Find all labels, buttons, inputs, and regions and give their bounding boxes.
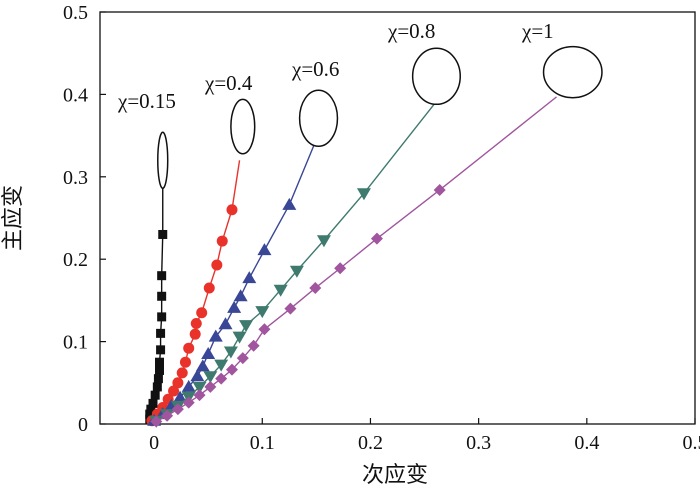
series-4: χ=1 (150, 19, 603, 428)
data-point-diamond (193, 389, 206, 402)
series-0: χ=0.15 (117, 89, 176, 424)
data-point-square (148, 398, 158, 408)
data-point-square (157, 291, 167, 301)
data-point-circle (168, 385, 180, 397)
data-point-triangle-down (239, 320, 254, 333)
yield-ellipse (157, 131, 169, 190)
data-point-triangle (218, 317, 233, 330)
data-point-square (156, 328, 166, 338)
data-point-square (150, 390, 160, 400)
data-point-triangle (233, 289, 248, 302)
data-point-triangle-down (255, 306, 270, 319)
yield-ellipse (411, 47, 461, 106)
data-point-triangle-down (316, 235, 331, 248)
y-tick-label: 0.5 (63, 2, 88, 24)
data-point-triangle (190, 369, 205, 382)
data-point-diamond (171, 403, 184, 416)
y-tick-label: 0.1 (63, 332, 88, 354)
plot-frame (99, 11, 696, 425)
yield-ellipse (542, 45, 603, 99)
y-tick-label: 0 (78, 414, 88, 436)
data-point-triangle-down (289, 265, 304, 278)
data-point-diamond (258, 323, 271, 336)
data-point-diamond (334, 262, 347, 275)
data-point-circle (183, 342, 195, 354)
data-point-circle (176, 367, 188, 379)
data-point-diamond (433, 183, 446, 196)
series-label: χ=0.6 (291, 57, 339, 81)
x-tick-label: 0.3 (466, 432, 491, 454)
data-point-circle (190, 317, 202, 329)
data-point-triangle (242, 271, 257, 284)
data-point-diamond (182, 396, 195, 409)
data-point-triangle (257, 243, 272, 256)
data-point-square (156, 345, 166, 355)
data-point-square (153, 374, 163, 384)
data-point-square (157, 312, 167, 322)
data-point-square (158, 229, 168, 239)
data-point-diamond (370, 232, 383, 245)
data-point-circle (172, 377, 184, 389)
data-point-triangle-down (232, 331, 247, 344)
yield-ellipse (298, 89, 339, 148)
series-label: χ=0.15 (117, 89, 176, 113)
axes: 0 0.1 0.2 0.3 0.4 0.5 0 0.1 0.2 0.3 0.4 0.5 (63, 2, 700, 454)
x-tick-label: 0.4 (574, 432, 599, 454)
data-point-circle (203, 282, 215, 294)
data-point-triangle (181, 379, 196, 392)
data-point-circle (179, 356, 191, 368)
data-point-triangle-down (192, 381, 207, 394)
data-point-square (152, 382, 162, 392)
data-point-triangle (195, 359, 210, 372)
plot-area: χ=0.15 χ=0.4 χ=0.6 χ=0.8 χ=1 (117, 19, 603, 428)
y-tick-label: 0.3 (63, 167, 88, 189)
data-point-circle (196, 307, 208, 319)
yield-ellipse (230, 98, 256, 155)
data-point-square (155, 365, 164, 375)
x-tick-label: 0 (149, 432, 159, 454)
series-label: χ=0.8 (387, 19, 435, 43)
data-point-square (157, 271, 167, 281)
data-point-triangle (173, 390, 188, 403)
data-point-diamond (215, 372, 228, 385)
x-tick-label: 0.5 (683, 432, 700, 454)
x-tick-label: 0.1 (250, 432, 275, 454)
data-point-diamond (309, 282, 322, 295)
data-point-triangle-down (214, 359, 229, 372)
data-point-circle (226, 204, 238, 216)
series-1: χ=0.4 (146, 71, 256, 427)
data-point-circle (189, 328, 201, 340)
data-point-diamond (236, 352, 249, 365)
series-3: χ=0.8 (149, 19, 461, 428)
data-point-triangle-down (356, 188, 371, 201)
y-tick-label: 0.2 (63, 249, 88, 271)
data-point-diamond (161, 409, 174, 422)
data-point-triangle-down (223, 346, 238, 359)
data-point-triangle (201, 346, 216, 359)
series-label: χ=0.4 (204, 71, 253, 95)
data-point-triangle (227, 300, 242, 313)
series-line (151, 160, 241, 422)
data-point-diamond (247, 339, 260, 352)
data-point-square (145, 409, 155, 419)
data-point-diamond (225, 363, 238, 376)
series-label: χ=1 (521, 19, 554, 43)
x-axis-label: 次应变 (362, 462, 428, 487)
x-tick-label: 0.2 (358, 432, 383, 454)
data-point-square (146, 404, 156, 414)
data-point-triangle-down (273, 284, 288, 297)
data-point-triangle-down (203, 371, 218, 384)
data-point-diamond (284, 302, 297, 315)
data-point-diamond (204, 380, 217, 393)
data-point-square (155, 357, 164, 367)
data-point-circle (216, 235, 228, 247)
data-point-diamond (150, 415, 163, 428)
y-axis-label: 主应变 (0, 185, 25, 251)
y-tick-label: 0.4 (63, 84, 88, 106)
data-point-circle (211, 259, 223, 271)
data-point-triangle (208, 329, 223, 342)
data-point-triangle (282, 197, 297, 210)
